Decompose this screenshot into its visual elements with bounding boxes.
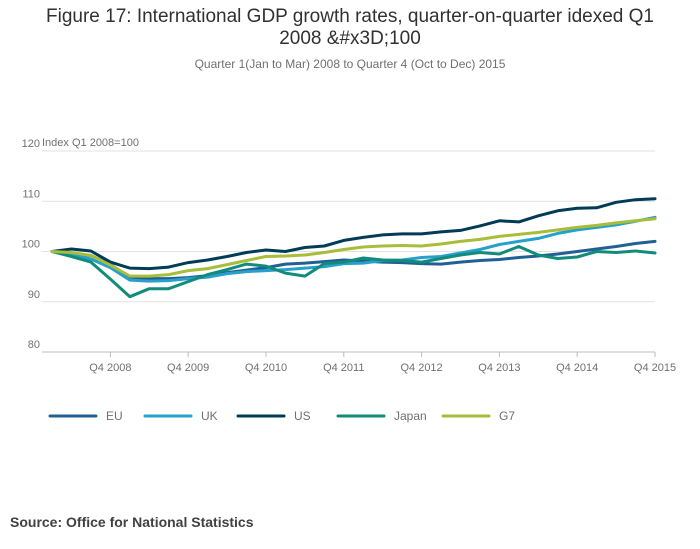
source-note: Source: Office for National Statistics <box>10 514 254 530</box>
y-tick-label: 80 <box>28 339 40 351</box>
chart-title-line-1: Figure 17: International GDP growth rate… <box>46 6 654 27</box>
chart-title: Figure 17: International GDP growth rate… <box>0 6 700 50</box>
series-line-us <box>50 197 657 271</box>
x-tick-label: Q4 2014 <box>556 362 598 374</box>
x-tick-label: Q4 2012 <box>400 362 442 374</box>
y-tick-label: 100 <box>22 239 40 251</box>
legend-label-uk[interactable]: UK <box>201 409 218 423</box>
legend-label-g7[interactable]: G7 <box>499 409 515 423</box>
x-tick-label: Q4 2013 <box>478 362 520 374</box>
chart-title-line-2: 2008 &#x3D;100 <box>279 28 421 49</box>
legend-label-us[interactable]: US <box>294 409 311 423</box>
x-tick-label: Q4 2010 <box>245 362 287 374</box>
series-line-uk <box>50 215 657 283</box>
legend-label-japan[interactable]: Japan <box>394 409 427 423</box>
series-line-g7 <box>50 217 657 278</box>
x-tick-label: Q4 2011 <box>323 362 364 374</box>
x-tick-label: Q4 2009 <box>167 362 209 374</box>
y-tick-label: 110 <box>22 188 40 200</box>
y-tick-label: 90 <box>28 289 40 301</box>
x-tick-label: Q4 2008 <box>89 362 131 374</box>
legend-label-eu[interactable]: EU <box>106 409 123 423</box>
x-tick-label: Q4 2015 <box>634 362 676 374</box>
y-tick-label: 120 <box>22 138 40 150</box>
chart-subtitle: Quarter 1(Jan to Mar) 2008 to Quarter 4 … <box>194 57 506 71</box>
y-axis-label: Index Q1 2008=100 <box>42 137 139 149</box>
series-line-japan <box>50 245 657 299</box>
